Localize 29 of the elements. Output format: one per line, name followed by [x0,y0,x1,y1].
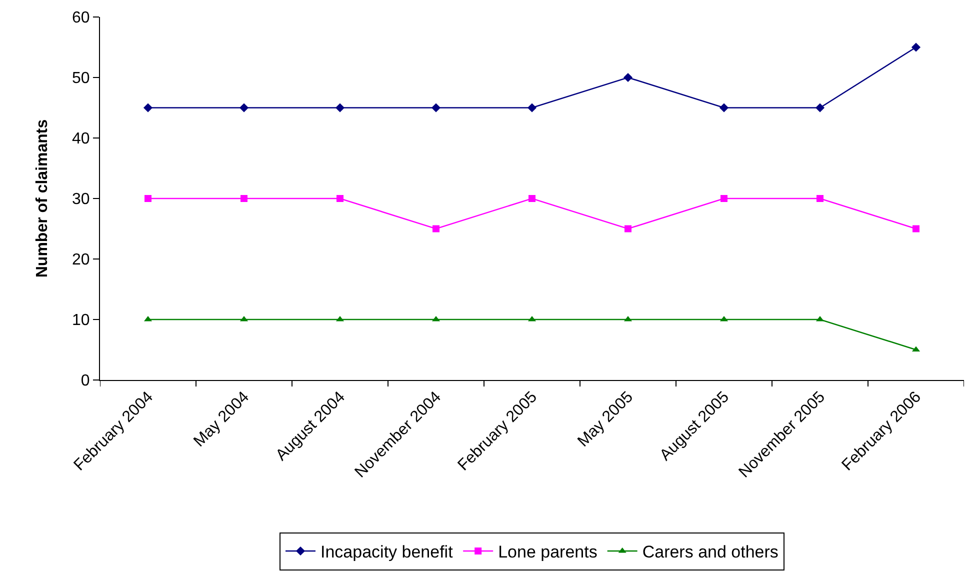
point [720,195,728,202]
point [912,225,920,232]
point [239,103,249,112]
point [719,103,729,112]
legend-label: Lone parents [498,542,598,562]
point [624,225,632,232]
point [143,103,153,112]
point [816,195,824,202]
y-tick-label: 10 [72,312,90,330]
y-tick-label: 50 [72,70,90,88]
point [623,72,633,82]
point [911,42,921,52]
y-axis-title: Number of claimants [34,119,51,278]
y-tick-label: 30 [72,191,90,208]
point [144,195,152,202]
y-tick-label: 20 [72,252,90,269]
y-tick-label: 40 [72,130,90,148]
point [815,103,825,112]
point [336,195,344,202]
point [528,195,536,202]
point [431,103,441,112]
point [335,103,345,112]
y-tick-label: 60 [72,10,90,27]
legend-label: Incapacity benefit [320,542,454,562]
point [527,103,537,112]
y-tick-label: 0 [80,372,90,390]
point [240,195,248,202]
point [432,225,440,232]
legend-label: Carers and others [642,542,778,562]
